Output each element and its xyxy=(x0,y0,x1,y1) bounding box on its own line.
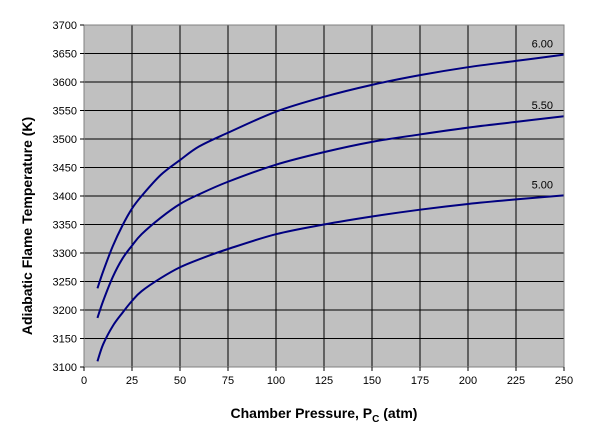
x-tick-label: 75 xyxy=(222,375,234,387)
x-tick-label: 50 xyxy=(174,375,186,387)
series-line-5-00 xyxy=(96,194,565,362)
y-axis-title: Adiabatic Flame Temperature (K) xyxy=(19,117,35,335)
y-tick-label: 3700 xyxy=(53,20,77,32)
y-tick-label: 3150 xyxy=(53,334,77,346)
x-tick-label: 100 xyxy=(267,375,285,387)
series-lines xyxy=(96,53,565,362)
x-axis-title-main: Chamber Pressure, P xyxy=(231,405,373,421)
y-tick-label: 3450 xyxy=(53,163,77,175)
series-label-6-00: 6.00 xyxy=(532,39,553,51)
y-tick-label: 3200 xyxy=(53,305,77,317)
x-tick-label: 25 xyxy=(126,375,138,387)
y-tick-label: 3350 xyxy=(53,220,77,232)
series-label-5-50: 5.50 xyxy=(532,100,553,112)
x-tick-label: 150 xyxy=(363,375,381,387)
gridlines xyxy=(84,24,565,367)
y-tick-label: 3300 xyxy=(53,248,77,260)
x-tick-label: 200 xyxy=(459,375,477,387)
series-label-5-00: 5.00 xyxy=(532,179,553,191)
y-tick-label: 3600 xyxy=(53,77,77,89)
x-tick-label: 0 xyxy=(81,375,87,387)
series-labels: 6.00 5.50 5.00 xyxy=(532,39,553,192)
series-line-5-50 xyxy=(96,115,565,319)
y-tick-label: 3550 xyxy=(53,106,77,118)
x-tick-label: 175 xyxy=(411,375,429,387)
y-tick-label: 3400 xyxy=(53,191,77,203)
y-tick-label: 3650 xyxy=(53,49,77,61)
x-tick-label: 125 xyxy=(315,375,333,387)
x-axis-title: Chamber Pressure, PC (atm) xyxy=(231,405,418,425)
axis-ticks: 0 25 50 75 100 125 150 175 200 225 250 3100 3150 3200… xyxy=(53,20,574,387)
x-tick-label: 225 xyxy=(507,375,525,387)
y-tick-label: 3500 xyxy=(53,134,77,146)
x-axis-title-suffix: (atm) xyxy=(379,405,417,421)
y-tick-label: 3250 xyxy=(53,277,77,289)
y-tick-label: 3100 xyxy=(53,362,77,374)
x-axis-title-subscript: C xyxy=(372,414,379,425)
series-line-6-00 xyxy=(96,53,565,289)
x-tick-label: 250 xyxy=(555,375,573,387)
